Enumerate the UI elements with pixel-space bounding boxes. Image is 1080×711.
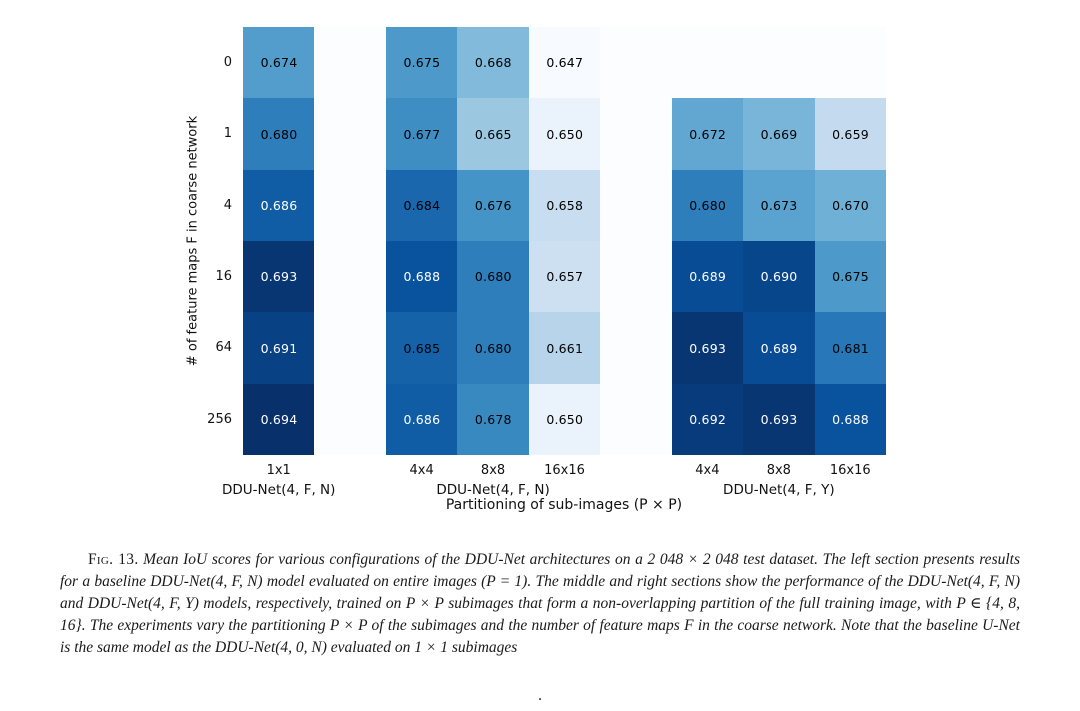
heatmap-cell: 0.647: [528, 27, 601, 99]
heatmap-cell: 0.680: [457, 241, 530, 313]
heatmap-cell: 0.676: [457, 169, 530, 242]
empty-cell: [600, 27, 673, 99]
empty-cell: [600, 383, 673, 456]
heatmap-cell: 0.680: [457, 312, 530, 385]
y-tick-label: 256: [207, 411, 232, 427]
heatmap-cell: 0.684: [385, 169, 458, 242]
heatmap-cell: 0.675: [385, 27, 458, 99]
x-tick-label: 4x4: [409, 463, 434, 478]
y-tick-label: 4: [223, 197, 232, 213]
heatmap-cell: 0.681: [814, 312, 887, 385]
heatmap-cell: 0.659: [814, 98, 887, 171]
y-tick-label: 16: [215, 269, 232, 285]
heatmap-cell: 0.670: [814, 169, 887, 242]
empty-cell: [314, 98, 387, 171]
empty-cell: [314, 27, 387, 99]
model-label: DDU-Net(4, F, N): [222, 482, 336, 498]
heatmap-cell: 0.694: [243, 383, 315, 456]
heatmap-cell: 0.669: [743, 98, 816, 171]
empty-cell: [600, 312, 673, 385]
x-tick-label: 4x4: [695, 463, 720, 478]
heatmap-cell: 0.688: [814, 383, 887, 456]
empty-cell: [314, 383, 387, 456]
figure-caption: Fig. 13. Mean IoU scores for various con…: [60, 549, 1020, 659]
heatmap-cell: 0.650: [528, 383, 601, 456]
y-tick-label: 0: [223, 55, 232, 71]
heatmap-cell: 0.668: [457, 27, 530, 99]
x-tick-label: 16x16: [829, 463, 871, 478]
heatmap-cell: 0.689: [671, 241, 744, 313]
heatmap-cell: 0.650: [528, 98, 601, 171]
empty-cell: [314, 312, 387, 385]
heatmap-cell: 0.661: [528, 312, 601, 385]
heatmap-cell: 0.690: [743, 241, 816, 313]
heatmap-cell: 0.693: [671, 312, 744, 385]
heatmap-cell: 0.678: [457, 383, 530, 456]
y-tick-label: 64: [215, 340, 232, 356]
heatmap-cell: 0.658: [528, 169, 601, 242]
heatmap-cell: 0.686: [385, 383, 458, 456]
heatmap-cell: 0.686: [243, 169, 315, 242]
heatmap-cell: 0.691: [243, 312, 315, 385]
y-tick-label: 1: [223, 126, 232, 142]
heatmap-cell: 0.693: [743, 383, 816, 456]
x-tick-label: 16x16: [544, 463, 585, 478]
empty-cell: [671, 27, 744, 99]
heatmap-cell: 0.685: [385, 312, 458, 385]
x-tick-label: 8x8: [766, 463, 791, 478]
empty-cell: [314, 169, 387, 242]
model-label: DDU-Net(4, F, N): [436, 482, 550, 498]
figure-label: Fig. 13.: [88, 551, 139, 568]
x-tick-label: 8x8: [480, 463, 506, 478]
heatmap-cell: 0.677: [385, 98, 458, 171]
trailing-period: .: [538, 687, 542, 704]
empty-cell: [600, 98, 673, 171]
x-axis-label: Partitioning of sub-images (P × P): [445, 497, 683, 513]
caption-text: Mean IoU scores for various configuratio…: [60, 551, 1020, 656]
heatmap-cell: 0.693: [243, 241, 315, 313]
x-tick-label: 1x1: [266, 463, 291, 478]
heatmap-cell: 0.680: [243, 98, 315, 171]
heatmap-grid: 0.674 0.675 0.668 0.647 0.680 0.677 0.665 0.650…: [243, 27, 887, 456]
heatmap-cell: 0.657: [528, 241, 601, 313]
heatmap-cell: 0.688: [385, 241, 458, 313]
heatmap-cell: 0.672: [671, 98, 744, 171]
empty-cell: [600, 241, 673, 313]
empty-cell: [743, 27, 816, 99]
heatmap-cell: 0.680: [671, 169, 744, 242]
heatmap-cell: 0.665: [457, 98, 530, 171]
heatmap-cell: 0.675: [814, 241, 887, 313]
empty-cell: [600, 169, 673, 242]
model-label: DDU-Net(4, F, Y): [723, 482, 835, 498]
heatmap-cell: 0.689: [743, 312, 816, 385]
empty-cell: [814, 27, 887, 99]
heatmap-cell: 0.674: [243, 27, 315, 99]
empty-cell: [314, 241, 387, 313]
heatmap-cell: 0.673: [743, 169, 816, 242]
heatmap-cell: 0.692: [671, 383, 744, 456]
